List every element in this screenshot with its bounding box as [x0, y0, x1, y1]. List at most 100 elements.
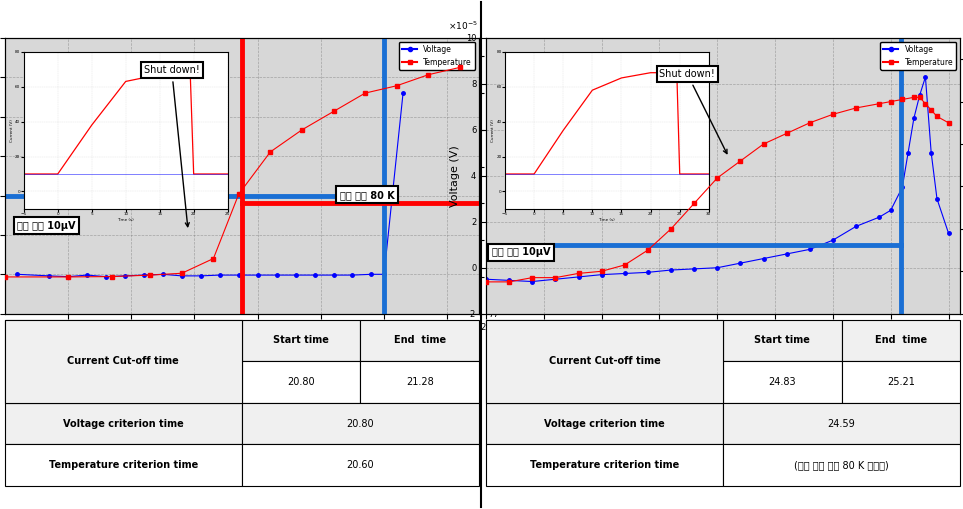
Voltage	[100, 274, 112, 280]
Bar	[486, 320, 723, 403]
Temperature	[665, 226, 677, 232]
Voltage	[81, 272, 92, 278]
Text: Current Cut-off time: Current Cut-off time	[67, 356, 179, 366]
Text: End  time: End time	[394, 335, 446, 345]
Y-axis label: Temperature (K): Temperature (K)	[504, 131, 513, 221]
Y-axis label: Voltage (V): Voltage (V)	[451, 145, 460, 207]
Voltage	[63, 274, 74, 280]
Temperature	[735, 158, 746, 164]
Voltage	[758, 256, 769, 262]
Voltage	[214, 272, 225, 278]
Temperature	[920, 101, 931, 107]
Temperature	[897, 96, 908, 102]
Temperature	[804, 120, 816, 126]
Text: (보호 시간 동안 80 K 미도달): (보호 시간 동안 80 K 미도달)	[794, 460, 889, 470]
Voltage	[914, 92, 925, 98]
Temperature	[265, 149, 276, 155]
Temperature	[758, 141, 769, 147]
Text: Start time: Start time	[273, 335, 329, 345]
Voltage	[378, 271, 390, 277]
Text: 24.83: 24.83	[768, 377, 796, 387]
Bar	[723, 361, 842, 403]
Temperature	[391, 82, 403, 89]
Text: Temperature criterion time: Temperature criterion time	[49, 460, 198, 470]
Bar	[723, 444, 960, 486]
Bar	[5, 361, 242, 403]
Bar	[242, 403, 479, 444]
Temperature	[925, 107, 937, 113]
Voltage	[550, 276, 561, 282]
Bar	[901, 38, 960, 314]
Voltage	[12, 271, 23, 277]
Temperature	[550, 274, 561, 280]
Temperature	[0, 274, 11, 280]
Bar	[486, 403, 723, 444]
Temperature	[144, 272, 156, 278]
Temperature	[455, 64, 466, 70]
Bar	[486, 361, 723, 403]
Text: Shut down!: Shut down!	[660, 69, 727, 154]
Voltage	[195, 273, 206, 279]
Voltage	[827, 237, 839, 243]
Voltage	[665, 267, 677, 273]
Voltage	[327, 272, 339, 278]
Temperature	[208, 256, 220, 262]
Temperature	[914, 94, 925, 100]
Voltage	[398, 90, 409, 96]
Line: Temperature: Temperature	[3, 66, 461, 278]
Bar	[842, 320, 960, 361]
Line: Voltage: Voltage	[484, 75, 950, 284]
Temperature	[908, 94, 920, 100]
Line: Voltage: Voltage	[15, 92, 404, 278]
Voltage	[504, 277, 515, 284]
Voltage	[873, 214, 885, 220]
Temperature	[527, 274, 538, 280]
Bar	[5, 320, 242, 361]
Text: 20.60: 20.60	[347, 460, 375, 470]
Text: 기준 온도 80 K: 기준 온도 80 K	[340, 190, 395, 200]
Temperature	[885, 99, 897, 105]
Text: Start time: Start time	[754, 335, 810, 345]
Bar	[242, 444, 479, 486]
Voltage	[347, 272, 358, 278]
Temperature	[573, 270, 585, 276]
Text: Voltage criterion time: Voltage criterion time	[63, 419, 184, 429]
Voltage	[138, 272, 149, 278]
Voltage	[689, 266, 700, 272]
Text: 24.59: 24.59	[828, 419, 855, 429]
Bar	[5, 444, 242, 486]
Bar	[486, 320, 723, 361]
Voltage	[290, 272, 301, 278]
Voltage	[573, 274, 585, 280]
Temperature	[781, 130, 793, 136]
Voltage	[233, 272, 245, 278]
Voltage	[920, 74, 931, 80]
Bar	[242, 38, 479, 314]
Voltage	[908, 116, 920, 122]
Temperature	[689, 201, 700, 207]
Temperature	[359, 90, 371, 96]
Voltage	[271, 272, 282, 278]
Voltage	[176, 273, 188, 279]
Voltage	[596, 272, 608, 278]
Text: 기준 전압 10μV: 기준 전압 10μV	[492, 247, 550, 257]
Legend: Voltage, Temperature: Voltage, Temperature	[399, 42, 475, 70]
Voltage	[642, 269, 654, 275]
Bar	[5, 403, 242, 444]
Text: Current Cut-off time: Current Cut-off time	[549, 356, 661, 366]
Text: Shut down!: Shut down!	[143, 66, 199, 227]
Voltage	[481, 276, 492, 282]
Temperature	[233, 191, 245, 197]
Voltage	[366, 271, 377, 277]
Voltage	[735, 260, 746, 266]
Text: 20.80: 20.80	[347, 419, 375, 429]
Text: 넓은 히터: 넓은 히터	[698, 11, 747, 29]
Voltage	[119, 273, 131, 279]
Text: 25.21: 25.21	[887, 377, 915, 387]
Voltage	[897, 184, 908, 190]
Bar	[360, 361, 479, 403]
Voltage	[712, 265, 723, 271]
Line: Temperature: Temperature	[484, 96, 950, 284]
Temperature	[873, 101, 885, 107]
Voltage	[931, 196, 943, 202]
